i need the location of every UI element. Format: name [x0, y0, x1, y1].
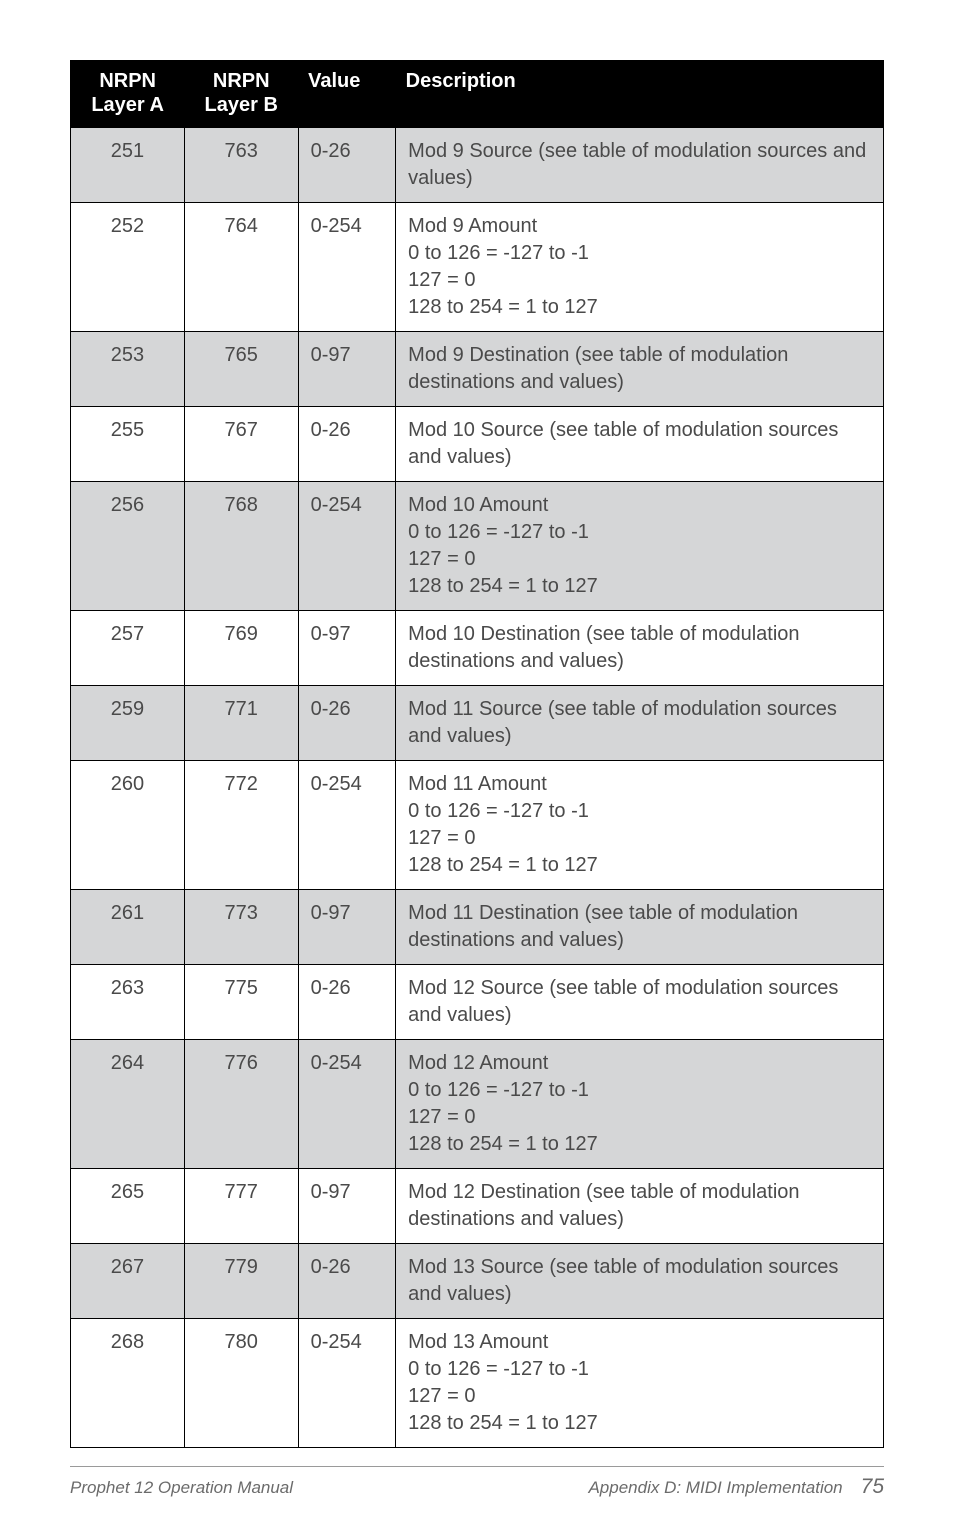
cell-description: Mod 12 Amount0 to 126 = -127 to -1127 = …: [396, 1040, 884, 1169]
cell-nrpn-a: 256: [71, 482, 185, 611]
cell-nrpn-b: 765: [184, 332, 298, 407]
nrpn-table: NRPN Layer A NRPN Layer B Value Descript…: [70, 60, 884, 1448]
col-header-nrpn-a-line1: NRPN: [99, 70, 156, 92]
table-row: 2517630-26Mod 9 Source (see table of mod…: [71, 128, 884, 203]
cell-nrpn-b: 769: [184, 611, 298, 686]
cell-value: 0-26: [298, 686, 396, 761]
cell-description: Mod 10 Source (see table of modulation s…: [396, 407, 884, 482]
cell-nrpn-b: 771: [184, 686, 298, 761]
col-header-nrpn-b: NRPN Layer B: [184, 61, 298, 128]
table-row: 2617730-97Mod 11 Destination (see table …: [71, 890, 884, 965]
cell-nrpn-a: 260: [71, 761, 185, 890]
cell-nrpn-a: 264: [71, 1040, 185, 1169]
cell-description: Mod 10 Destination (see table of modulat…: [396, 611, 884, 686]
col-header-nrpn-a-line2: Layer A: [91, 94, 164, 116]
cell-value: 0-26: [298, 1244, 396, 1319]
cell-value: 0-254: [298, 203, 396, 332]
cell-nrpn-b: 775: [184, 965, 298, 1040]
table-row: 2557670-26Mod 10 Source (see table of mo…: [71, 407, 884, 482]
cell-value: 0-97: [298, 1169, 396, 1244]
table-row: 2527640-254Mod 9 Amount0 to 126 = -127 t…: [71, 203, 884, 332]
cell-nrpn-b: 776: [184, 1040, 298, 1169]
cell-value: 0-97: [298, 890, 396, 965]
cell-value: 0-97: [298, 611, 396, 686]
cell-nrpn-b: 779: [184, 1244, 298, 1319]
table-row: 2537650-97Mod 9 Destination (see table o…: [71, 332, 884, 407]
table-row: 2567680-254Mod 10 Amount0 to 126 = -127 …: [71, 482, 884, 611]
cell-nrpn-b: 772: [184, 761, 298, 890]
cell-nrpn-a: 251: [71, 128, 185, 203]
cell-description: Mod 9 Destination (see table of modulati…: [396, 332, 884, 407]
cell-description: Mod 11 Amount0 to 126 = -127 to -1127 = …: [396, 761, 884, 890]
cell-nrpn-a: 257: [71, 611, 185, 686]
cell-description: Mod 13 Amount0 to 126 = -127 to -1127 = …: [396, 1319, 884, 1448]
cell-value: 0-26: [298, 965, 396, 1040]
cell-value: 0-254: [298, 482, 396, 611]
cell-description: Mod 11 Source (see table of modulation s…: [396, 686, 884, 761]
page-footer: Prophet 12 Operation Manual Appendix D: …: [70, 1466, 884, 1499]
footer-left: Prophet 12 Operation Manual: [70, 1478, 293, 1498]
cell-description: Mod 13 Source (see table of modulation s…: [396, 1244, 884, 1319]
cell-description: Mod 12 Source (see table of modulation s…: [396, 965, 884, 1040]
cell-description: Mod 12 Destination (see table of modulat…: [396, 1169, 884, 1244]
cell-nrpn-a: 252: [71, 203, 185, 332]
cell-nrpn-a: 263: [71, 965, 185, 1040]
table-row: 2607720-254Mod 11 Amount0 to 126 = -127 …: [71, 761, 884, 890]
cell-nrpn-b: 768: [184, 482, 298, 611]
cell-value: 0-254: [298, 761, 396, 890]
col-header-nrpn-b-line2: Layer B: [205, 94, 278, 116]
cell-nrpn-a: 265: [71, 1169, 185, 1244]
col-header-nrpn-a: NRPN Layer A: [71, 61, 185, 128]
col-header-description: Description: [396, 61, 884, 128]
col-header-nrpn-b-line1: NRPN: [213, 70, 270, 92]
cell-description: Mod 9 Source (see table of modulation so…: [396, 128, 884, 203]
cell-nrpn-a: 259: [71, 686, 185, 761]
cell-nrpn-b: 780: [184, 1319, 298, 1448]
cell-nrpn-b: 763: [184, 128, 298, 203]
cell-nrpn-b: 764: [184, 203, 298, 332]
table-row: 2637750-26Mod 12 Source (see table of mo…: [71, 965, 884, 1040]
cell-value: 0-254: [298, 1040, 396, 1169]
cell-nrpn-a: 267: [71, 1244, 185, 1319]
table-row: 2687800-254Mod 13 Amount0 to 126 = -127 …: [71, 1319, 884, 1448]
cell-value: 0-254: [298, 1319, 396, 1448]
cell-nrpn-b: 767: [184, 407, 298, 482]
cell-value: 0-26: [298, 407, 396, 482]
cell-description: Mod 11 Destination (see table of modulat…: [396, 890, 884, 965]
cell-value: 0-97: [298, 332, 396, 407]
cell-nrpn-a: 255: [71, 407, 185, 482]
table-header: NRPN Layer A NRPN Layer B Value Descript…: [71, 61, 884, 128]
cell-description: Mod 9 Amount0 to 126 = -127 to -1127 = 0…: [396, 203, 884, 332]
cell-nrpn-a: 261: [71, 890, 185, 965]
footer-right-text: Appendix D: MIDI Implementation: [588, 1478, 842, 1498]
table-row: 2577690-97Mod 10 Destination (see table …: [71, 611, 884, 686]
table-body: 2517630-26Mod 9 Source (see table of mod…: [71, 128, 884, 1448]
cell-nrpn-a: 268: [71, 1319, 185, 1448]
cell-nrpn-a: 253: [71, 332, 185, 407]
cell-nrpn-b: 773: [184, 890, 298, 965]
cell-nrpn-b: 777: [184, 1169, 298, 1244]
col-header-value: Value: [298, 61, 396, 128]
table-row: 2647760-254Mod 12 Amount0 to 126 = -127 …: [71, 1040, 884, 1169]
table-row: 2657770-97Mod 12 Destination (see table …: [71, 1169, 884, 1244]
footer-page-number: 75: [861, 1475, 884, 1499]
table-row: 2597710-26Mod 11 Source (see table of mo…: [71, 686, 884, 761]
cell-value: 0-26: [298, 128, 396, 203]
table-row: 2677790-26Mod 13 Source (see table of mo…: [71, 1244, 884, 1319]
cell-description: Mod 10 Amount0 to 126 = -127 to -1127 = …: [396, 482, 884, 611]
